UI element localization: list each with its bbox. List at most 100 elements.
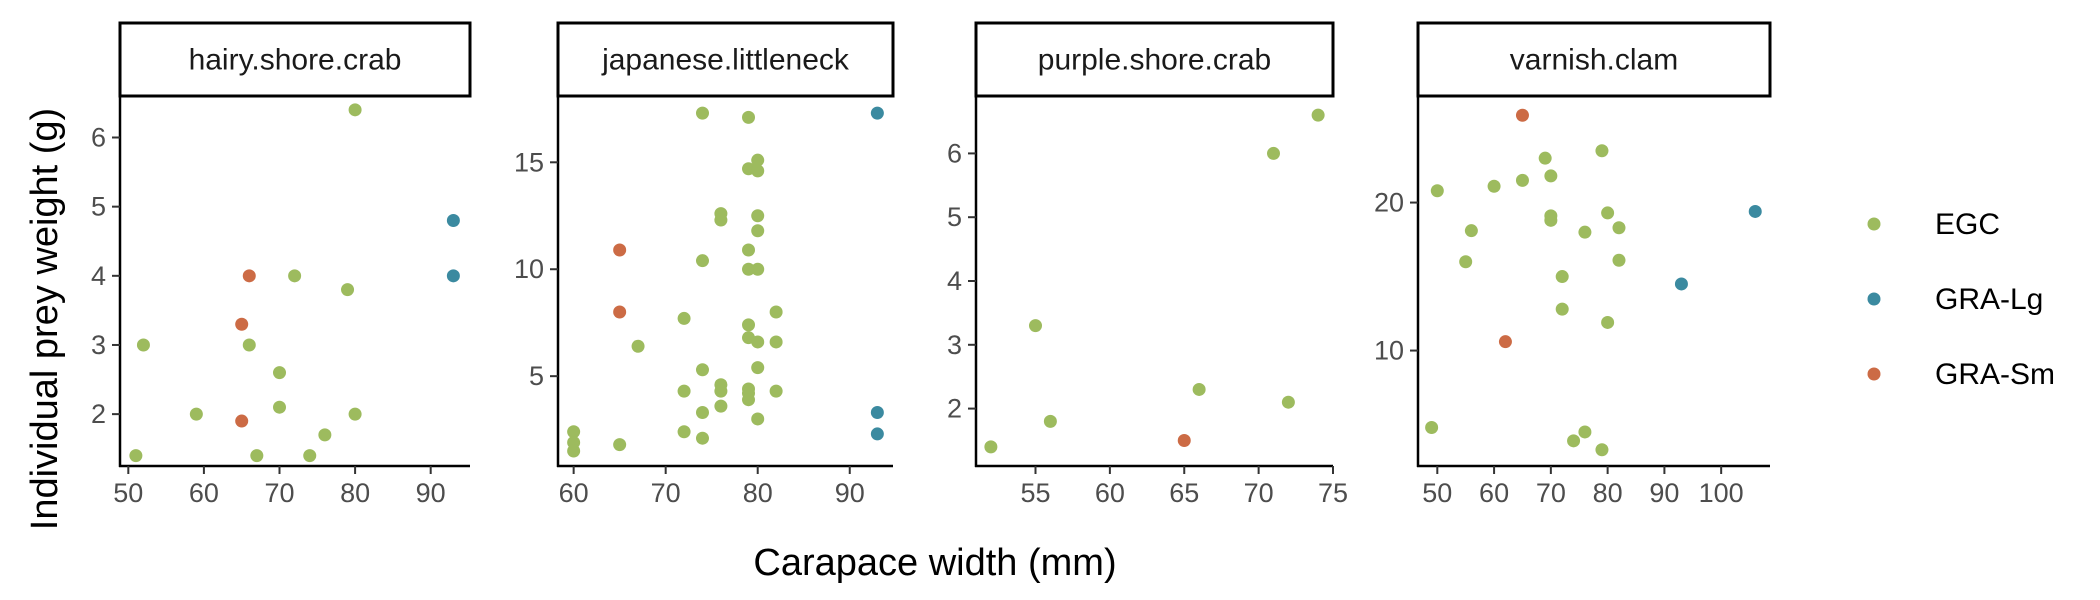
data-point-egc xyxy=(695,363,709,377)
data-point-egc xyxy=(677,384,691,398)
data-point-egc xyxy=(714,213,728,227)
data-point-egc xyxy=(1555,270,1569,284)
data-point-egc xyxy=(303,449,317,463)
x-tick-label: 50 xyxy=(1422,478,1452,508)
data-point-egc xyxy=(714,384,728,398)
data-point-egc xyxy=(769,335,783,349)
y-tick-label: 2 xyxy=(91,399,106,429)
x-tick-label: 75 xyxy=(1318,478,1348,508)
x-tick-label: 70 xyxy=(264,478,294,508)
facet-strip xyxy=(1416,21,1772,98)
data-point-gra-sm xyxy=(613,305,627,319)
data-point-egc xyxy=(769,384,783,398)
facet-strip-label: varnish.clam xyxy=(1510,44,1678,77)
data-point-egc xyxy=(742,243,756,257)
data-point-egc xyxy=(695,106,709,120)
data-point-gra-sm xyxy=(613,243,627,257)
facet-strip-label: purple.shore.crab xyxy=(1038,44,1271,77)
facet-strip xyxy=(118,21,472,98)
x-tick-label: 60 xyxy=(1095,478,1125,508)
data-point-egc xyxy=(714,399,728,413)
data-point-gra-lg xyxy=(870,427,884,441)
data-point-gra-sm xyxy=(1515,108,1529,122)
data-point-egc xyxy=(1538,151,1552,165)
y-tick-label: 5 xyxy=(947,202,962,232)
data-point-egc xyxy=(677,311,691,325)
legend-label-gra-sm: GRA-Sm xyxy=(1935,358,2055,391)
x-tick-label: 80 xyxy=(340,478,370,508)
data-point-egc xyxy=(1544,169,1558,183)
data-point-egc xyxy=(751,361,765,375)
data-point-egc xyxy=(1425,421,1439,435)
y-tick-label: 4 xyxy=(947,266,962,296)
facet-panel-japanese-littleneck: japanese.littleneck 60 70 80 90 5 10 15 xyxy=(514,21,895,508)
data-point-gra-lg xyxy=(870,406,884,420)
legend: EGC GRA-Lg GRA-Sm xyxy=(1867,208,2055,391)
data-point-egc xyxy=(1612,253,1626,267)
data-point-egc xyxy=(1281,395,1295,409)
x-tick-label: 90 xyxy=(416,478,446,508)
x-tick-label: 90 xyxy=(835,478,865,508)
facet-panels: hairy.shore.crab 50 60 70 80 90 2 3 4 5 6 japanese.… xyxy=(91,21,1772,508)
data-point-gra-lg xyxy=(1674,277,1688,291)
data-point-egc xyxy=(1515,173,1529,187)
data-point-egc xyxy=(751,224,765,238)
y-tick-label: 5 xyxy=(529,361,544,391)
legend-key-gra-lg xyxy=(1867,292,1881,306)
x-tick-label: 60 xyxy=(559,478,589,508)
data-point-egc xyxy=(695,431,709,445)
data-point-egc xyxy=(742,110,756,124)
data-point-egc xyxy=(242,338,256,352)
data-point-egc xyxy=(751,335,765,349)
y-tick-label: 3 xyxy=(947,330,962,360)
legend-label-gra-lg: GRA-Lg xyxy=(1935,283,2043,316)
data-point-gra-lg xyxy=(446,269,460,283)
data-point-egc xyxy=(695,406,709,420)
data-point-egc xyxy=(1578,225,1592,239)
legend-key-gra-sm xyxy=(1867,367,1881,381)
legend-key-egc xyxy=(1867,217,1881,231)
x-tick-label: 80 xyxy=(1593,478,1623,508)
data-point-egc xyxy=(1595,144,1609,158)
x-tick-label: 100 xyxy=(1699,478,1744,508)
data-point-egc xyxy=(189,407,203,421)
y-tick-label: 6 xyxy=(947,138,962,168)
facet-strip-label: hairy.shore.crab xyxy=(189,44,402,77)
data-point-egc xyxy=(1601,206,1615,220)
data-point-egc xyxy=(769,305,783,319)
data-point-egc xyxy=(1192,382,1206,396)
data-point-egc xyxy=(751,262,765,276)
data-point-egc xyxy=(1601,315,1615,329)
data-point-egc xyxy=(341,283,355,297)
data-point-gra-sm xyxy=(1177,433,1191,447)
data-point-egc xyxy=(1595,443,1609,457)
data-point-gra-lg xyxy=(1748,204,1762,218)
x-tick-label: 80 xyxy=(743,478,773,508)
x-tick-label: 90 xyxy=(1649,478,1679,508)
data-point-egc xyxy=(567,425,581,439)
data-point-egc xyxy=(1029,319,1042,333)
data-point-gra-sm xyxy=(235,414,249,428)
data-point-egc xyxy=(1430,184,1444,198)
facet-panel-hairy-shore-crab: hairy.shore.crab 50 60 70 80 90 2 3 4 5 6 xyxy=(91,21,472,508)
data-point-egc xyxy=(677,425,691,439)
y-tick-label: 5 xyxy=(91,192,106,222)
data-point-gra-lg xyxy=(446,213,460,227)
data-point-egc xyxy=(631,339,645,353)
y-tick-label: 20 xyxy=(1374,188,1404,218)
data-point-gra-lg xyxy=(870,106,884,120)
data-point-egc xyxy=(1487,179,1501,193)
x-tick-label: 60 xyxy=(189,478,219,508)
y-tick-label: 15 xyxy=(514,147,544,177)
data-point-gra-sm xyxy=(235,317,249,331)
facet-panel-varnish-clam: varnish.clam 50 60 70 80 90 100 10 20 xyxy=(1374,21,1772,508)
facet-strip xyxy=(974,21,1335,98)
data-point-egc xyxy=(1555,302,1569,316)
facet-strip xyxy=(556,21,895,98)
x-tick-label: 60 xyxy=(1479,478,1509,508)
data-point-egc xyxy=(348,103,362,117)
y-tick-label: 10 xyxy=(514,254,544,284)
data-point-egc xyxy=(695,254,709,268)
